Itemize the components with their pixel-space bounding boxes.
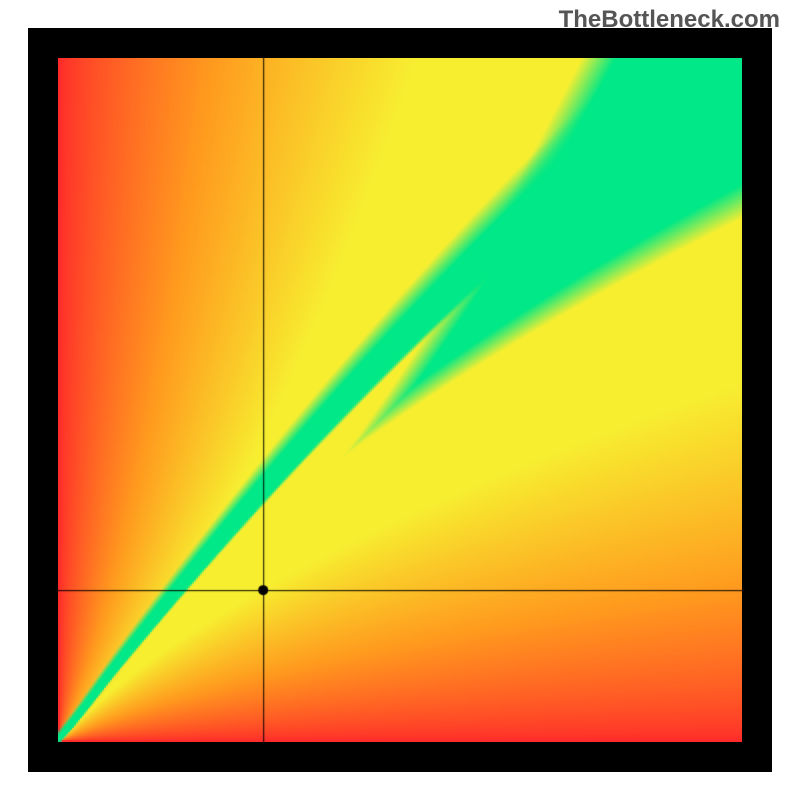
heatmap-container	[58, 58, 742, 742]
chart-outer-frame	[28, 28, 772, 772]
bottleneck-heatmap	[58, 58, 742, 742]
watermark-text: TheBottleneck.com	[559, 6, 780, 34]
